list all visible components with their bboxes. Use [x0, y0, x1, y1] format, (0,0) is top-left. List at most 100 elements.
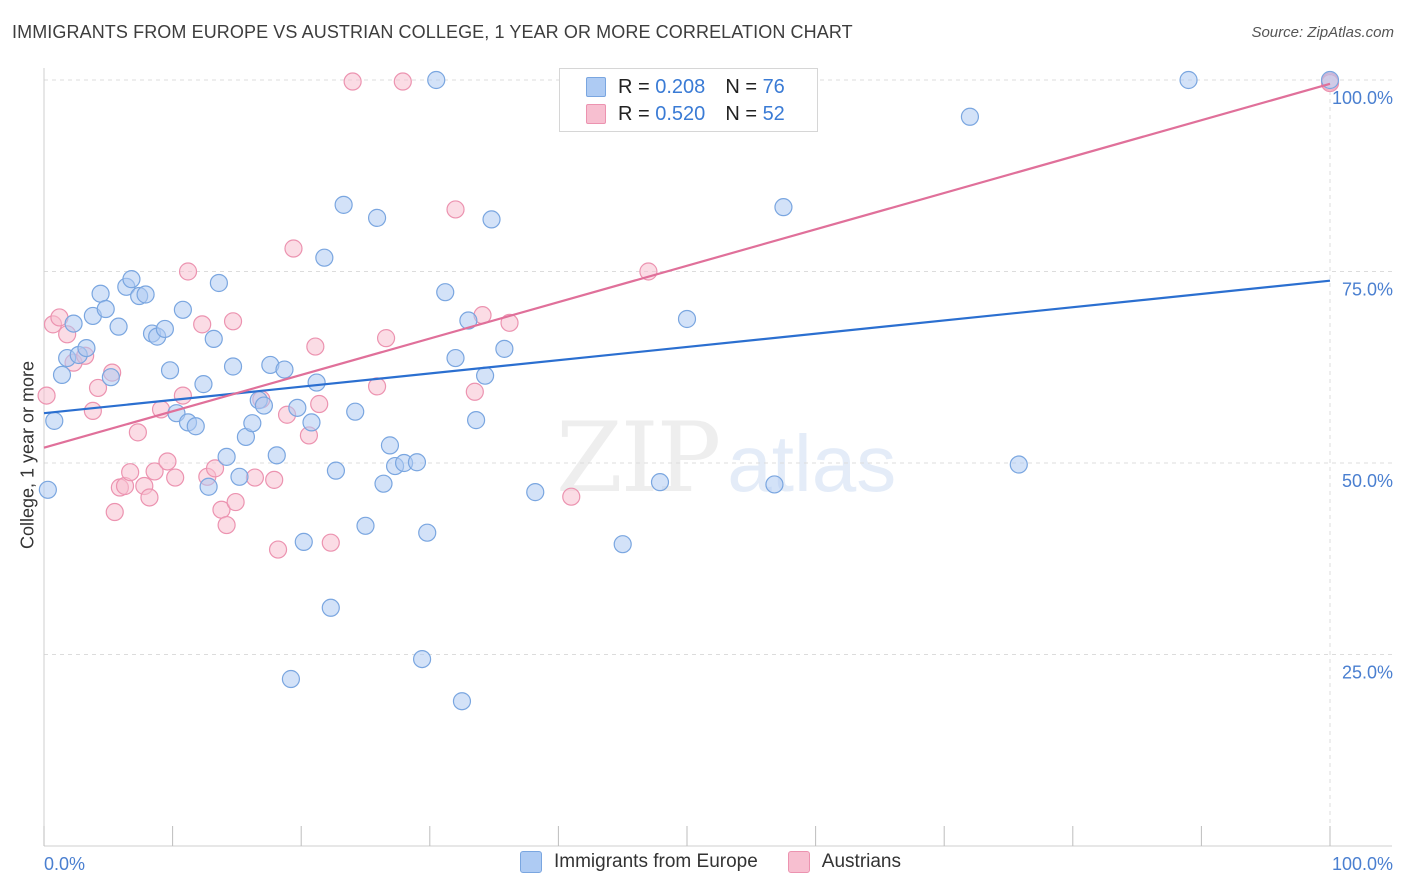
- legend-r-value: 0.208: [655, 75, 706, 98]
- austrians-point: [376, 329, 396, 348]
- immigrants-point: [267, 446, 286, 465]
- austrians-point: [121, 463, 140, 482]
- immigrants-point: [1179, 70, 1198, 90]
- y-tick-label: 50.0%: [1342, 471, 1393, 491]
- legend-n-label: N =: [725, 102, 757, 125]
- immigrants-point: [774, 198, 793, 217]
- immigrants-point: [427, 70, 446, 90]
- y-tick-label: 100.0%: [1332, 88, 1393, 108]
- austrians-point: [83, 401, 102, 421]
- immigrants-point: [407, 453, 427, 472]
- austrians-point: [128, 423, 147, 442]
- legend-n-value: 76: [762, 75, 785, 98]
- immigrants-point: [613, 535, 632, 554]
- austrians-point: [321, 533, 340, 552]
- austrians-point: [223, 312, 243, 331]
- immigrants-point: [677, 309, 697, 329]
- austrians-point: [226, 492, 245, 512]
- austrians-point: [245, 468, 265, 487]
- immigrants-point: [650, 473, 670, 492]
- immigrants-point: [96, 299, 115, 319]
- immigrants-point: [209, 273, 228, 293]
- immigrants-point: [418, 523, 437, 542]
- series-legend: Immigrants from Europe Austrians: [520, 851, 931, 873]
- legend-swatch-pink: [787, 851, 810, 873]
- chart-title: IMMIGRANTS FROM EUROPE VS AUSTRIAN COLLE…: [12, 22, 853, 42]
- legend-swatch-blue: [586, 77, 606, 97]
- austrians-point: [166, 468, 185, 487]
- austrians-point: [37, 386, 56, 405]
- legend-row-immigrants: R = 0.208 N = 76: [586, 74, 785, 100]
- immigrants-point: [91, 284, 110, 303]
- austrians-point: [284, 239, 303, 258]
- immigrants-point: [356, 516, 375, 535]
- legend-label: Austrians: [821, 851, 901, 872]
- austrians-point: [562, 487, 581, 506]
- austrians-point: [173, 386, 192, 405]
- austrians-point: [393, 72, 412, 91]
- immigrants-point: [136, 285, 155, 304]
- y-tick-label: 25.0%: [1342, 663, 1393, 683]
- immigrants-point: [334, 195, 353, 214]
- x-tick-label: 0.0%: [44, 854, 85, 874]
- immigrants-point: [243, 414, 262, 433]
- immigrants-point: [230, 467, 249, 486]
- immigrants-point: [452, 692, 472, 711]
- legend-item-austrians[interactable]: Austrians: [787, 851, 901, 873]
- immigrants-point: [77, 339, 96, 358]
- immigrants-point: [346, 402, 365, 421]
- trend-line-immigrants: [43, 279, 1331, 415]
- austrians-point: [178, 262, 198, 281]
- immigrants-point: [204, 329, 223, 349]
- immigrants-point: [446, 348, 465, 368]
- austrians-point: [268, 540, 288, 559]
- legend-r-value: 0.520: [655, 102, 706, 125]
- immigrants-point: [475, 366, 495, 385]
- immigrants-point: [52, 365, 72, 385]
- immigrants-point: [199, 477, 218, 496]
- immigrants-point: [302, 413, 321, 432]
- immigrants-point: [367, 208, 387, 227]
- legend-label: Immigrants from Europe: [554, 851, 758, 872]
- austrians-point: [446, 200, 465, 219]
- legend-r-label: R =: [618, 75, 650, 98]
- immigrants-point: [194, 375, 213, 394]
- immigrants-point: [186, 417, 205, 436]
- immigrants-point: [173, 300, 192, 319]
- tick-labels: 25.0% 50.0% 75.0% 100.0% 0.0% 100.0%: [44, 88, 1393, 874]
- immigrants-point: [495, 339, 514, 358]
- austrians-point: [265, 470, 284, 489]
- austrians-point: [140, 488, 159, 507]
- austrians-point: [310, 394, 329, 414]
- immigrants-point: [160, 361, 180, 380]
- austrians-point: [105, 502, 124, 522]
- immigrants-point: [288, 398, 307, 417]
- immigrants-point: [64, 314, 83, 333]
- austrians-point: [145, 462, 164, 481]
- immigrants-point: [459, 311, 478, 330]
- legend-swatch-pink: [586, 104, 606, 124]
- source-credit: Source: ZipAtlas.com: [1251, 24, 1394, 41]
- legend-swatch-blue: [520, 851, 542, 873]
- immigrants-point: [254, 396, 274, 415]
- immigrants-point: [466, 411, 486, 430]
- immigrants-point: [307, 373, 326, 392]
- immigrants-point: [122, 270, 141, 289]
- austrians-point: [217, 515, 236, 535]
- legend-n-label: N =: [725, 75, 757, 98]
- immigrants-point: [294, 532, 313, 551]
- immigrants-point: [412, 649, 432, 669]
- immigrants-point: [45, 411, 64, 430]
- immigrants-point: [374, 474, 393, 493]
- immigrants-point: [326, 461, 346, 480]
- immigrants-point: [315, 248, 334, 267]
- gridlines: [44, 75, 1392, 846]
- immigrants-point: [38, 480, 57, 499]
- immigrants-point: [155, 319, 174, 339]
- immigrants-point: [436, 283, 455, 302]
- austrians-point: [88, 378, 108, 398]
- legend-item-immigrants[interactable]: Immigrants from Europe: [520, 851, 758, 873]
- immigrants-point: [765, 475, 784, 494]
- immigrants-point: [482, 210, 501, 229]
